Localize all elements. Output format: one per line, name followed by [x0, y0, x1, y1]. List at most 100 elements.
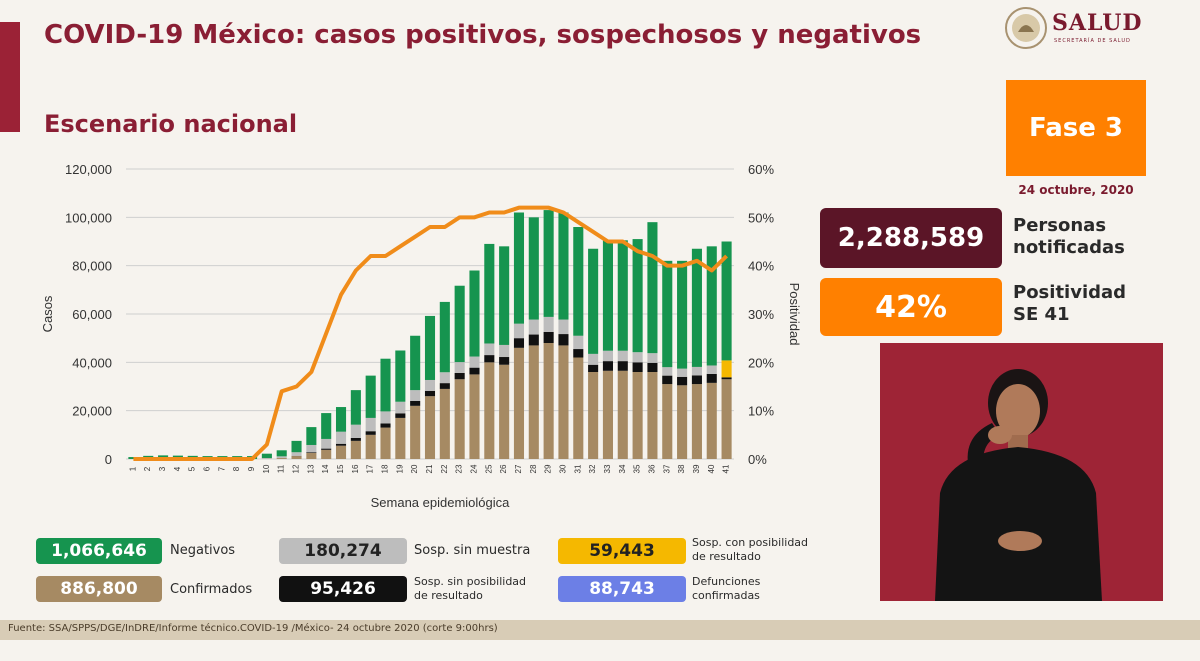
bar-segment	[528, 217, 539, 320]
bar-segment	[306, 444, 317, 453]
sin-posibilidad-label-2: de resultado	[414, 589, 483, 602]
x-tick-label: 26	[499, 464, 508, 473]
bar-segment	[365, 417, 376, 432]
bar-segment	[276, 456, 287, 459]
bar-segment	[335, 431, 347, 444]
bar-segment	[573, 335, 584, 350]
bar-segment	[484, 343, 495, 356]
x-tick-label: 5	[188, 466, 197, 471]
bar-segment	[306, 452, 317, 453]
notificadas-value: 2,288,589	[820, 208, 1002, 268]
fase-badge: Fase 3	[1006, 80, 1146, 176]
bar-segment	[662, 260, 673, 368]
x-tick-label: 11	[277, 464, 286, 473]
x-tick-label: 7	[217, 466, 226, 471]
bar-segment	[499, 357, 510, 365]
sin-muestra-value: 180,274	[279, 538, 407, 564]
y2-tick-label: 30%	[748, 307, 774, 322]
bar-segment	[410, 335, 421, 391]
page-subtitle: Escenario nacional	[44, 110, 298, 138]
logo-subtext: SECRETARÍA DE SALUD	[1054, 38, 1131, 44]
bar-segment	[632, 352, 643, 363]
bar-segment	[410, 401, 421, 406]
bar-segment	[662, 384, 673, 459]
page-title: COVID-19 México: casos positivos, sospec…	[44, 20, 922, 50]
defunciones-label-2: confirmadas	[692, 589, 760, 602]
defunciones-label-1: Defunciones	[692, 575, 761, 588]
bar-segment	[721, 241, 732, 361]
con-posibilidad-label-2: de resultado	[692, 550, 761, 563]
confirmados-label: Confirmados	[170, 582, 253, 597]
y2-tick-label: 50%	[748, 210, 774, 225]
y-tick-label: 0	[105, 452, 112, 467]
bar-segment	[335, 445, 347, 459]
bar-segment	[484, 355, 495, 363]
bar-segment	[454, 379, 465, 459]
bar-segment	[602, 361, 613, 371]
x-tick-label: 39	[692, 464, 701, 473]
bar-segment	[469, 367, 480, 375]
bar-segment	[380, 411, 391, 424]
y2-tick-label: 0%	[748, 452, 767, 467]
x-tick-label: 23	[455, 464, 464, 473]
bar-segment	[662, 375, 673, 385]
bar-segment	[543, 343, 554, 459]
bar-segment	[513, 323, 525, 339]
y-axis-label: Casos	[40, 295, 55, 332]
positividad-line	[133, 205, 728, 461]
bar-segment	[706, 365, 717, 374]
x-tick-label: 22	[440, 464, 449, 473]
positividad-label: Positividad SE 41	[1013, 282, 1127, 325]
bar-segment	[513, 212, 525, 324]
x-tick-label: 27	[514, 464, 523, 473]
x-tick-label: 33	[603, 464, 612, 473]
interpreter-figure	[935, 369, 1102, 601]
y-tick-label: 120,000	[65, 162, 112, 177]
x-tick-label: 40	[707, 464, 716, 473]
bar-segment	[706, 382, 717, 459]
bar-segment	[543, 331, 554, 343]
bar-segment	[602, 370, 613, 459]
bar-segment	[647, 362, 658, 372]
x-tick-label: 35	[633, 464, 642, 473]
brand-stripe	[0, 22, 20, 132]
footer-bar	[0, 620, 1200, 640]
negativos-value: 1,066,646	[36, 538, 162, 564]
seal-icon	[1005, 7, 1047, 49]
x-tick-label: 36	[647, 464, 656, 473]
bar-segment	[677, 368, 688, 377]
cases-chart: 0 20,000 40,000 60,000 80,000 100,000 120,000 0…	[40, 162, 800, 510]
x-tick-label: 2	[143, 466, 152, 471]
bar-segment	[573, 227, 584, 336]
notificadas-label: Personas notificadas	[1013, 215, 1125, 258]
x-axis-label: Semana epidemiológica	[371, 495, 511, 510]
bar-segment	[439, 388, 450, 459]
x-tick-label: 16	[351, 464, 360, 473]
sin-muestra-label: Sosp. sin muestra	[414, 543, 531, 558]
bar-segment	[276, 450, 287, 457]
x-tick-label: 34	[618, 464, 627, 473]
con-posibilidad-value: 59,443	[558, 538, 686, 564]
y-tick-label: 100,000	[65, 210, 112, 225]
x-tick-label: 4	[173, 466, 182, 471]
bar-segment	[365, 434, 376, 459]
x-tick-label: 31	[573, 464, 582, 473]
bar-segment	[424, 390, 436, 397]
bar-segment	[350, 440, 361, 459]
bar-segment	[321, 438, 332, 449]
bar-segment	[395, 401, 406, 414]
bar-segment	[691, 375, 702, 385]
bar-segment	[365, 431, 376, 435]
x-tick-label: 12	[292, 464, 301, 473]
x-tick-label: 37	[662, 464, 671, 473]
y2-tick-label: 10%	[748, 404, 774, 419]
bar-segment	[335, 443, 347, 446]
bar-segment	[721, 360, 732, 378]
bar-segment	[321, 448, 332, 450]
bar-segment	[291, 440, 302, 453]
x-tick-label: 24	[469, 464, 478, 473]
x-tick-label: 6	[203, 466, 212, 471]
x-tick-label: 17	[366, 464, 375, 473]
bar-segment	[543, 210, 554, 317]
bar-segment	[439, 301, 450, 373]
